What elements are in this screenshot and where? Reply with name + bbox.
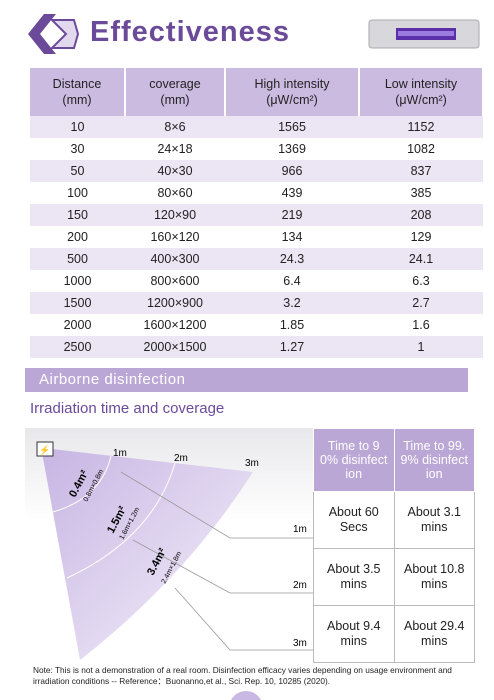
header-line: (μW/cm²) — [266, 93, 318, 107]
header-cell: Low intensity (μW/cm²) — [359, 68, 484, 116]
title: Effectiveness — [90, 16, 290, 48]
section-subtitle: Irradiation time and coverage — [30, 400, 225, 417]
table-row: 10 8×6 1565 1152 — [30, 116, 483, 138]
table-cell: 8×6 — [125, 116, 225, 138]
table-cell: About 3.5 mins — [313, 548, 395, 606]
header-line: (mm) — [62, 93, 92, 107]
table-cell: 3.2 — [225, 292, 359, 314]
svg-text:⚡: ⚡ — [39, 444, 50, 456]
device-image — [368, 19, 480, 49]
table-cell: 500 — [30, 248, 125, 270]
table-cell: 10 — [30, 116, 125, 138]
table-cell: 129 — [359, 226, 483, 248]
table-cell: 40×30 — [125, 160, 225, 182]
table-cell: 2000×1500 — [125, 336, 225, 358]
table-row: 2500 2000×1500 1.27 1 — [30, 336, 483, 358]
coverage-diagram: ⚡ 1m 2m 3m0.4m²0.8m×0.8m1.5m²1.6m×1.2m3.4m… — [25, 428, 313, 660]
table-cell: 1082 — [359, 138, 483, 160]
table-cell: 24.1 — [359, 248, 483, 270]
header-line: (μW/cm²) — [395, 93, 447, 107]
table-cell: 50 — [30, 160, 125, 182]
table-cell: 1600×1200 — [125, 314, 225, 336]
table-cell: 134 — [225, 226, 359, 248]
table-cell: 2000 — [30, 314, 125, 336]
page-marker — [231, 691, 261, 700]
table-row: 2000 1600×1200 1.85 1.6 — [30, 314, 483, 336]
table-cell: 2.7 — [359, 292, 483, 314]
table-cell: 439 — [225, 182, 359, 204]
table-row: 1000 800×600 6.4 6.3 — [30, 270, 483, 292]
section-banner: Airborne disinfection — [25, 368, 468, 392]
table-cell: 24.3 — [225, 248, 359, 270]
table-cell: 400×300 — [125, 248, 225, 270]
header-cell: Time to 90% disinfection — [313, 428, 395, 492]
table-cell: 120×90 — [125, 204, 225, 226]
note: Note: This is not a demonstration of a r… — [33, 665, 452, 686]
table-cell: 1.27 — [225, 336, 359, 358]
header-cell: High intensity (μW/cm²) — [225, 68, 360, 116]
table-cell: 30 — [30, 138, 125, 160]
table-cell: 1.6 — [359, 314, 483, 336]
distance-label: 1m — [293, 524, 307, 535]
table-cell: 966 — [225, 160, 359, 182]
header-line: High intensity — [254, 77, 330, 91]
table-cell: 160×120 — [125, 226, 225, 248]
header-line: Low intensity — [384, 77, 458, 91]
header-cell: Time to 99.9% disinfection — [393, 428, 475, 492]
table-cell: 800×600 — [125, 270, 225, 292]
table-cell: 1.85 — [225, 314, 359, 336]
table-cell: 837 — [359, 160, 483, 182]
header-cell: Distance (mm) — [30, 68, 126, 116]
table-row: 100 80×60 439 385 — [30, 182, 483, 204]
table-row: 500 400×300 24.3 24.1 — [30, 248, 483, 270]
table-cell: 1000 — [30, 270, 125, 292]
arc-label: 1m — [113, 448, 127, 459]
table-cell: About 9.4 mins — [313, 605, 395, 663]
table-cell: About 60 Secs — [313, 491, 395, 549]
table-cell: 1152 — [359, 116, 483, 138]
arc-label: 2m — [174, 453, 188, 464]
table-cell: 1500 — [30, 292, 125, 314]
table-cell: 2500 — [30, 336, 125, 358]
header-line: (mm) — [160, 93, 190, 107]
header-cell: coverage (mm) — [125, 68, 226, 116]
table-row: About 3.5 mins About 10.8 mins — [313, 548, 475, 606]
distance-label: 2m — [293, 580, 307, 591]
table-cell: 1 — [359, 336, 483, 358]
header-line: Distance — [52, 77, 102, 91]
table-row: About 60 Secs About 3.1 mins — [313, 491, 475, 549]
table-cell: About 3.1 mins — [393, 491, 475, 549]
logo-icon — [28, 14, 80, 54]
table-row: 30 24×18 1369 1082 — [30, 138, 483, 160]
header-line: coverage — [149, 77, 201, 91]
table-cell: 100 — [30, 182, 125, 204]
table-cell: 200 — [30, 226, 125, 248]
table-cell: About 10.8 mins — [393, 548, 475, 606]
table-cell: 219 — [225, 204, 359, 226]
arc-label: 3m — [245, 458, 259, 469]
table-cell: 150 — [30, 204, 125, 226]
table-cell: 385 — [359, 182, 483, 204]
table-row: 200 160×120 134 129 — [30, 226, 483, 248]
time-table: Time to 90% disinfection Time to 99.9% di… — [313, 428, 475, 663]
table-row: 50 40×30 966 837 — [30, 160, 483, 182]
table-cell: 1369 — [225, 138, 359, 160]
table-cell: 80×60 — [125, 182, 225, 204]
table-row: About 9.4 mins About 29.4 mins — [313, 605, 475, 663]
table-row: 1500 1200×900 3.2 2.7 — [30, 292, 483, 314]
table-cell: 1565 — [225, 116, 359, 138]
table-cell: 6.3 — [359, 270, 483, 292]
table-cell: 24×18 — [125, 138, 225, 160]
table-cell: 208 — [359, 204, 483, 226]
table-row: 150 120×90 219 208 — [30, 204, 483, 226]
table-cell: 1200×900 — [125, 292, 225, 314]
table-cell: About 29.4 mins — [393, 605, 475, 663]
table-cell: 6.4 — [225, 270, 359, 292]
effectiveness-table: Distance (mm) coverage (mm) High intensity (μ… — [30, 68, 484, 358]
distance-label: 3m — [293, 638, 307, 649]
